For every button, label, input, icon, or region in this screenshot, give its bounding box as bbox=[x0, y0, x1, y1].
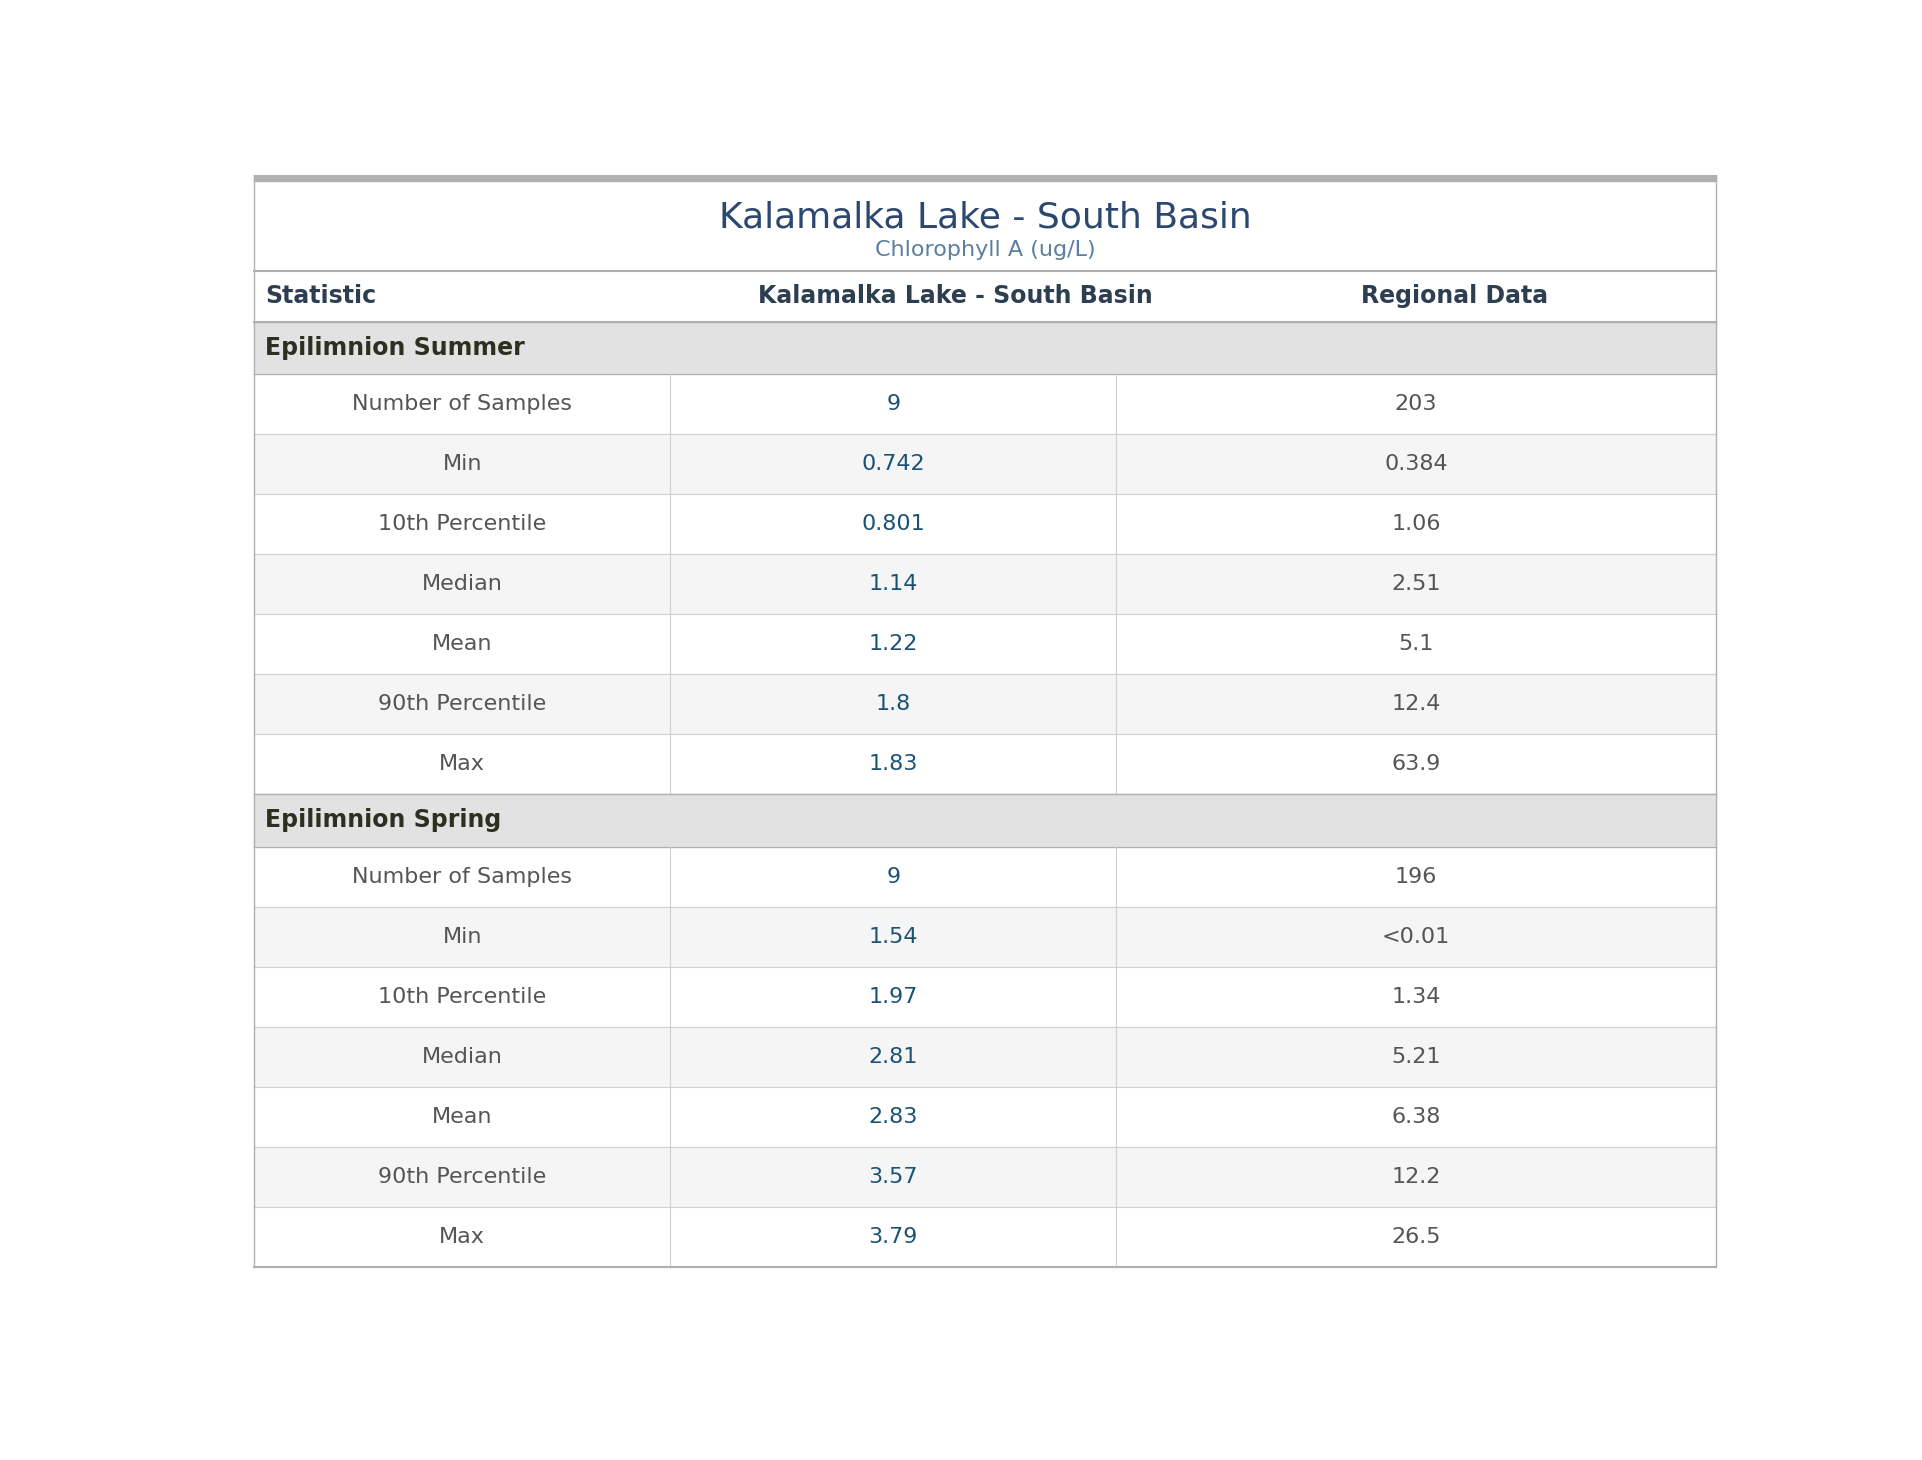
Text: 3.57: 3.57 bbox=[869, 1167, 919, 1187]
Bar bbox=[254, 321, 1716, 374]
Text: Median: Median bbox=[421, 574, 504, 594]
Text: 90th Percentile: 90th Percentile bbox=[379, 694, 546, 714]
Text: 90th Percentile: 90th Percentile bbox=[379, 1167, 546, 1187]
Text: 203: 203 bbox=[1395, 394, 1438, 413]
Bar bbox=[254, 1148, 1716, 1207]
Text: 1.83: 1.83 bbox=[869, 755, 919, 774]
Text: Max: Max bbox=[440, 1226, 484, 1247]
Bar bbox=[254, 967, 1716, 1026]
Bar bbox=[254, 272, 1716, 321]
Text: <0.01: <0.01 bbox=[1382, 927, 1449, 946]
Text: 5.21: 5.21 bbox=[1392, 1047, 1442, 1067]
Text: 0.801: 0.801 bbox=[861, 514, 924, 534]
Text: Median: Median bbox=[421, 1047, 504, 1067]
Text: 12.2: 12.2 bbox=[1392, 1167, 1442, 1187]
Bar bbox=[254, 847, 1716, 907]
Text: 0.742: 0.742 bbox=[861, 454, 924, 474]
Bar bbox=[254, 374, 1716, 434]
Bar bbox=[254, 675, 1716, 734]
Bar bbox=[254, 434, 1716, 493]
Text: Max: Max bbox=[440, 755, 484, 774]
Bar bbox=[254, 1086, 1716, 1148]
Bar bbox=[254, 907, 1716, 967]
Bar bbox=[254, 553, 1716, 615]
Text: 10th Percentile: 10th Percentile bbox=[379, 987, 546, 1007]
Bar bbox=[254, 615, 1716, 675]
Text: Epilimnion Spring: Epilimnion Spring bbox=[265, 809, 502, 832]
Text: 1.34: 1.34 bbox=[1392, 987, 1442, 1007]
Bar bbox=[254, 734, 1716, 794]
Text: Regional Data: Regional Data bbox=[1361, 285, 1549, 308]
Text: 3.79: 3.79 bbox=[869, 1226, 919, 1247]
Text: 2.51: 2.51 bbox=[1392, 574, 1442, 594]
Text: 1.97: 1.97 bbox=[869, 987, 919, 1007]
Text: 10th Percentile: 10th Percentile bbox=[379, 514, 546, 534]
Text: 1.14: 1.14 bbox=[869, 574, 919, 594]
Text: 6.38: 6.38 bbox=[1392, 1107, 1442, 1127]
Text: 2.83: 2.83 bbox=[869, 1107, 919, 1127]
Text: Kalamalka Lake - South Basin: Kalamalka Lake - South Basin bbox=[757, 285, 1153, 308]
Text: 0.384: 0.384 bbox=[1384, 454, 1447, 474]
Text: 1.54: 1.54 bbox=[869, 927, 919, 946]
Text: Mean: Mean bbox=[432, 1107, 492, 1127]
Bar bbox=[254, 1026, 1716, 1086]
Text: 196: 196 bbox=[1395, 867, 1438, 886]
Text: Min: Min bbox=[442, 454, 482, 474]
Text: 1.8: 1.8 bbox=[876, 694, 911, 714]
Bar bbox=[254, 181, 1716, 272]
Text: Statistic: Statistic bbox=[265, 285, 377, 308]
Bar bbox=[254, 794, 1716, 847]
Text: 26.5: 26.5 bbox=[1392, 1226, 1442, 1247]
Text: Number of Samples: Number of Samples bbox=[352, 394, 573, 413]
Text: 2.81: 2.81 bbox=[869, 1047, 919, 1067]
Bar bbox=[254, 1207, 1716, 1267]
Text: 9: 9 bbox=[886, 867, 899, 886]
Text: Kalamalka Lake - South Basin: Kalamalka Lake - South Basin bbox=[719, 200, 1251, 235]
Text: Chlorophyll A (ug/L): Chlorophyll A (ug/L) bbox=[875, 239, 1096, 260]
Text: 9: 9 bbox=[886, 394, 899, 413]
Bar bbox=[254, 493, 1716, 553]
Text: Number of Samples: Number of Samples bbox=[352, 867, 573, 886]
Text: 63.9: 63.9 bbox=[1392, 755, 1442, 774]
Text: 1.22: 1.22 bbox=[869, 634, 919, 654]
Text: Epilimnion Summer: Epilimnion Summer bbox=[265, 336, 525, 359]
Text: 5.1: 5.1 bbox=[1397, 634, 1434, 654]
Text: Mean: Mean bbox=[432, 634, 492, 654]
Text: 1.06: 1.06 bbox=[1392, 514, 1442, 534]
Bar bbox=[254, 175, 1716, 181]
Text: Min: Min bbox=[442, 927, 482, 946]
Text: 12.4: 12.4 bbox=[1392, 694, 1442, 714]
